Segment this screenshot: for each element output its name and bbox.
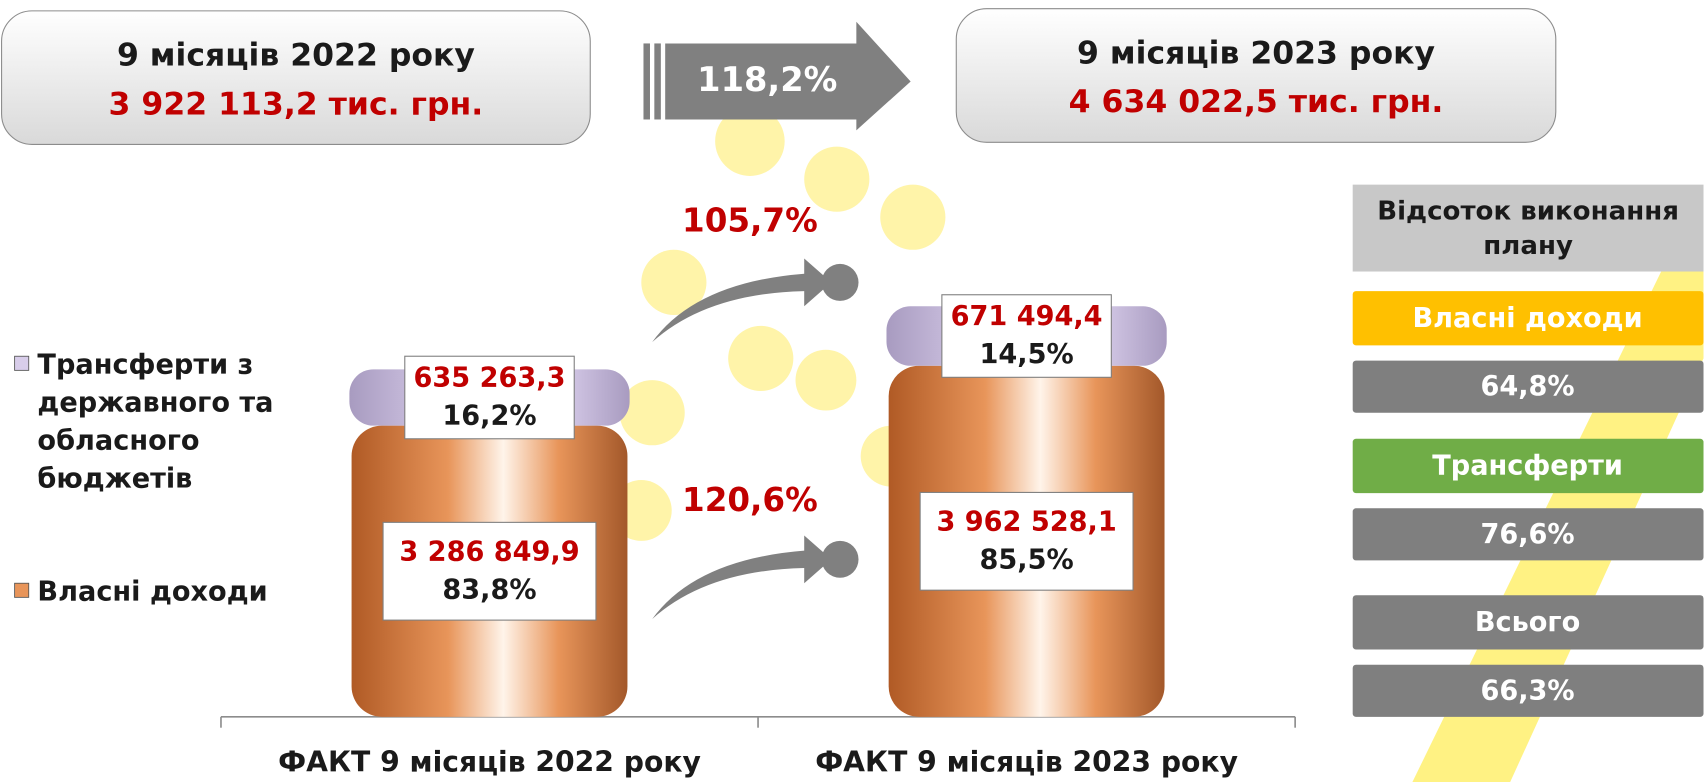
value-label: 3 962 528,1 (936, 506, 1116, 537)
period: 9 місяців 2022 року (117, 37, 475, 73)
value-label: 3 286 849,9 (399, 536, 579, 567)
label-box (919, 491, 1134, 591)
growth-label: 118,2% (697, 60, 837, 99)
panel-value: 64,8% (1480, 371, 1574, 402)
panel-value-box (1352, 360, 1704, 413)
text-box: Власні доходи (37, 575, 268, 608)
text-box: Трансферти з державного та обласного бюд… (37, 348, 274, 495)
text-box: Відсоток виконання плану (1377, 195, 1679, 261)
growth-label: 105,7% (682, 202, 818, 240)
growth-arrow (652, 535, 832, 620)
panel-label-box (1352, 595, 1704, 650)
growth-arrow (652, 258, 832, 343)
share-label: 16,2% (442, 401, 536, 432)
panel-value-box (1352, 508, 1704, 561)
panel-title-box (1352, 184, 1704, 272)
growth-arrow (643, 21, 911, 131)
growth-label: 120,6% (682, 481, 818, 519)
panel-value: 76,6% (1480, 519, 1574, 550)
panel-title: Відсоток виконання плану (1377, 195, 1679, 261)
x-tick-label: ФАКТ 9 місяців 2022 року (278, 746, 701, 779)
panel-label: Трансферти (1432, 451, 1623, 482)
share-label: 14,5% (980, 339, 1074, 370)
share-label: 85,5% (980, 544, 1074, 575)
label-box (382, 521, 597, 621)
share-label: 83,8% (442, 574, 536, 605)
panel-value: 66,3% (1480, 675, 1574, 706)
period: 9 місяців 2023 року (1077, 35, 1435, 71)
legend-label: Власні доходи (37, 575, 268, 608)
x-tick-label: ФАКТ 9 місяців 2023 року (815, 746, 1238, 779)
legend-marker (14, 355, 30, 371)
value-label: 671 494,4 (951, 301, 1103, 332)
growth-dot (821, 263, 859, 301)
label-box (404, 355, 575, 440)
panel-label-box (1352, 291, 1704, 346)
amount: 4 634 022,5 тис. грн. (1069, 84, 1444, 120)
period-box (1, 10, 591, 145)
legend-marker (14, 582, 30, 598)
panel-label: Всього (1475, 607, 1580, 638)
amount: 3 922 113,2 тис. грн. (109, 86, 484, 122)
panel-label: Власні доходи (1412, 303, 1642, 334)
panel-value-box (1352, 664, 1704, 717)
growth-dot (821, 540, 859, 578)
period-box (955, 8, 1557, 143)
value-label: 635 263,3 (414, 363, 566, 394)
legend-label: Трансферти з державного та обласного бюд… (37, 348, 274, 495)
panel-label-box (1352, 438, 1704, 494)
label-box (941, 294, 1112, 378)
